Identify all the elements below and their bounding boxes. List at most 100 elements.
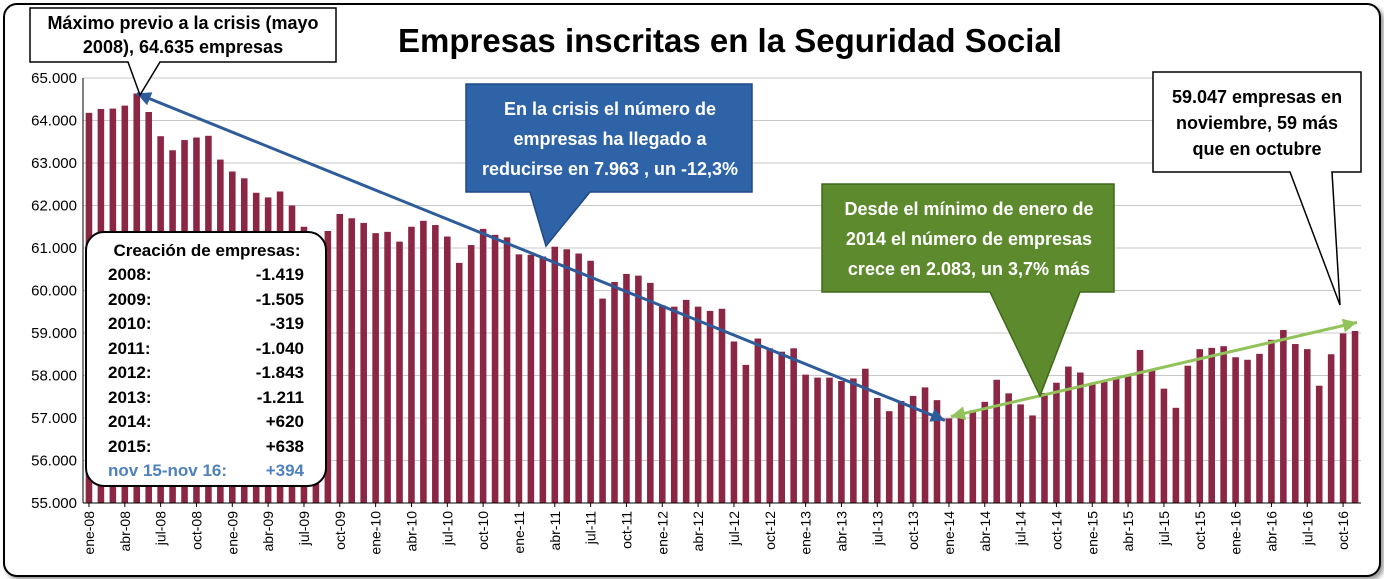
crisis-arrow — [136, 92, 946, 422]
creation-year-label: 2012: — [108, 363, 152, 382]
x-tick-label: ene-12 — [654, 511, 670, 555]
bar — [599, 298, 606, 503]
bar — [1136, 350, 1144, 503]
bar — [1256, 353, 1263, 503]
bar — [503, 237, 511, 503]
y-tick-label: 58.000 — [31, 368, 77, 385]
creation-year-value: +394 — [265, 461, 304, 480]
bar — [1184, 365, 1192, 503]
y-tick-label: 63.000 — [31, 155, 77, 172]
bar — [945, 418, 953, 503]
bar — [575, 253, 582, 503]
creation-year-label: 2011: — [108, 338, 151, 358]
x-tick-label: oct-13 — [905, 511, 921, 550]
bar — [408, 226, 415, 503]
crisis-arrow-head-start — [136, 92, 153, 106]
x-tick-label: oct-12 — [762, 511, 778, 550]
bar — [742, 364, 750, 503]
bar — [1077, 372, 1084, 503]
bar — [420, 220, 427, 504]
bar — [873, 398, 881, 503]
bar — [635, 275, 642, 503]
y-tick-label: 55.000 — [31, 495, 77, 512]
bar — [1220, 346, 1227, 503]
creation-table-row: 2009: -1.505 — [96, 288, 318, 313]
y-tick-label: 57.000 — [31, 410, 77, 427]
creation-year-label: 2014: — [108, 412, 152, 431]
bar — [682, 299, 690, 503]
creation-year-value: -1.419 — [255, 265, 304, 284]
recovery-callout-text: Desde el mínimo de enero de 2014 el núme… — [844, 199, 1094, 279]
bar — [1208, 347, 1215, 503]
recovery-callout — [821, 183, 1115, 398]
bar — [1196, 349, 1204, 503]
y-tick-label: 64.000 — [31, 113, 77, 130]
bar — [467, 245, 475, 503]
crisis-callout-text: En la crisis el número de empresas ha ll… — [481, 99, 739, 179]
peak-callout-text: Máximo previo a la crisis (mayo 2008), 6… — [47, 13, 319, 57]
recovery-arrow — [950, 320, 1358, 418]
bar — [658, 305, 666, 503]
creation-table-row: 2012: -1.843 — [96, 361, 318, 386]
bar — [993, 379, 1000, 503]
bar — [491, 234, 499, 503]
creation-table-title: Creación de empresas: — [113, 241, 301, 260]
bar — [826, 377, 833, 503]
creation-year-value: +620 — [265, 412, 304, 431]
bar — [1065, 366, 1072, 503]
creation-year-label: 2008: — [108, 265, 152, 284]
x-tick-label: ene-11 — [511, 511, 527, 554]
x-tick-label: jul-16 — [1299, 511, 1315, 546]
bar — [539, 256, 547, 503]
bar — [802, 374, 809, 503]
bar — [1148, 369, 1156, 503]
x-tick-label: ene-13 — [798, 511, 814, 555]
creation-year-value: -1.040 — [255, 338, 304, 358]
bar — [396, 241, 403, 503]
creation-table-row: 2014: +620 — [96, 410, 318, 435]
bar — [1112, 377, 1120, 503]
bar — [384, 231, 391, 503]
x-tick-label: abr-12 — [690, 511, 706, 552]
bar — [838, 381, 845, 503]
crisis-callout — [465, 83, 753, 248]
bar — [360, 222, 367, 504]
x-tick-label: abr-15 — [1120, 511, 1136, 552]
x-tick-label: ene-09 — [224, 511, 240, 555]
bar — [1160, 388, 1168, 503]
creation-table-row: 2015: +638 — [96, 435, 318, 460]
bar — [670, 306, 678, 503]
creation-table: Creación de empresas: 2008: -1.419 2009: -1… — [96, 238, 318, 484]
x-tick-label: ene-15 — [1084, 511, 1100, 555]
creation-year-label: 2009: — [108, 289, 152, 309]
creation-year-value: -1.843 — [255, 363, 304, 382]
bar — [921, 387, 929, 503]
bar — [1303, 349, 1311, 503]
bar — [455, 262, 463, 503]
y-tick-label: 61.000 — [31, 240, 77, 257]
x-tick-label: jul-08 — [153, 511, 169, 546]
bar — [623, 273, 630, 503]
creation-year-label: 2010: — [108, 314, 152, 333]
bar — [324, 231, 332, 503]
creation-table-row: 2008: -1.419 — [96, 263, 318, 288]
bar — [1088, 384, 1096, 503]
bar — [897, 401, 905, 503]
bar — [1100, 381, 1108, 503]
latest-callout-text: 59.047 empresas en noviembre, 59 más que… — [1171, 87, 1343, 159]
y-tick-label: 59.000 — [31, 325, 77, 342]
bar — [1339, 333, 1347, 503]
x-tick-label: jul-15 — [1156, 511, 1172, 546]
x-tick-label: abr-09 — [260, 511, 276, 552]
x-tick-label: ene-10 — [368, 511, 384, 555]
trend-arrows — [136, 92, 1358, 422]
x-tick-label: oct-10 — [475, 511, 491, 550]
x-tick-label: jul-09 — [296, 511, 312, 546]
latest-callout — [1152, 71, 1362, 306]
x-tick-label: oct-16 — [1335, 511, 1351, 550]
bar — [1315, 385, 1323, 503]
bar — [1172, 407, 1180, 503]
bar — [957, 414, 965, 503]
creation-year-value: -1.505 — [255, 289, 304, 309]
